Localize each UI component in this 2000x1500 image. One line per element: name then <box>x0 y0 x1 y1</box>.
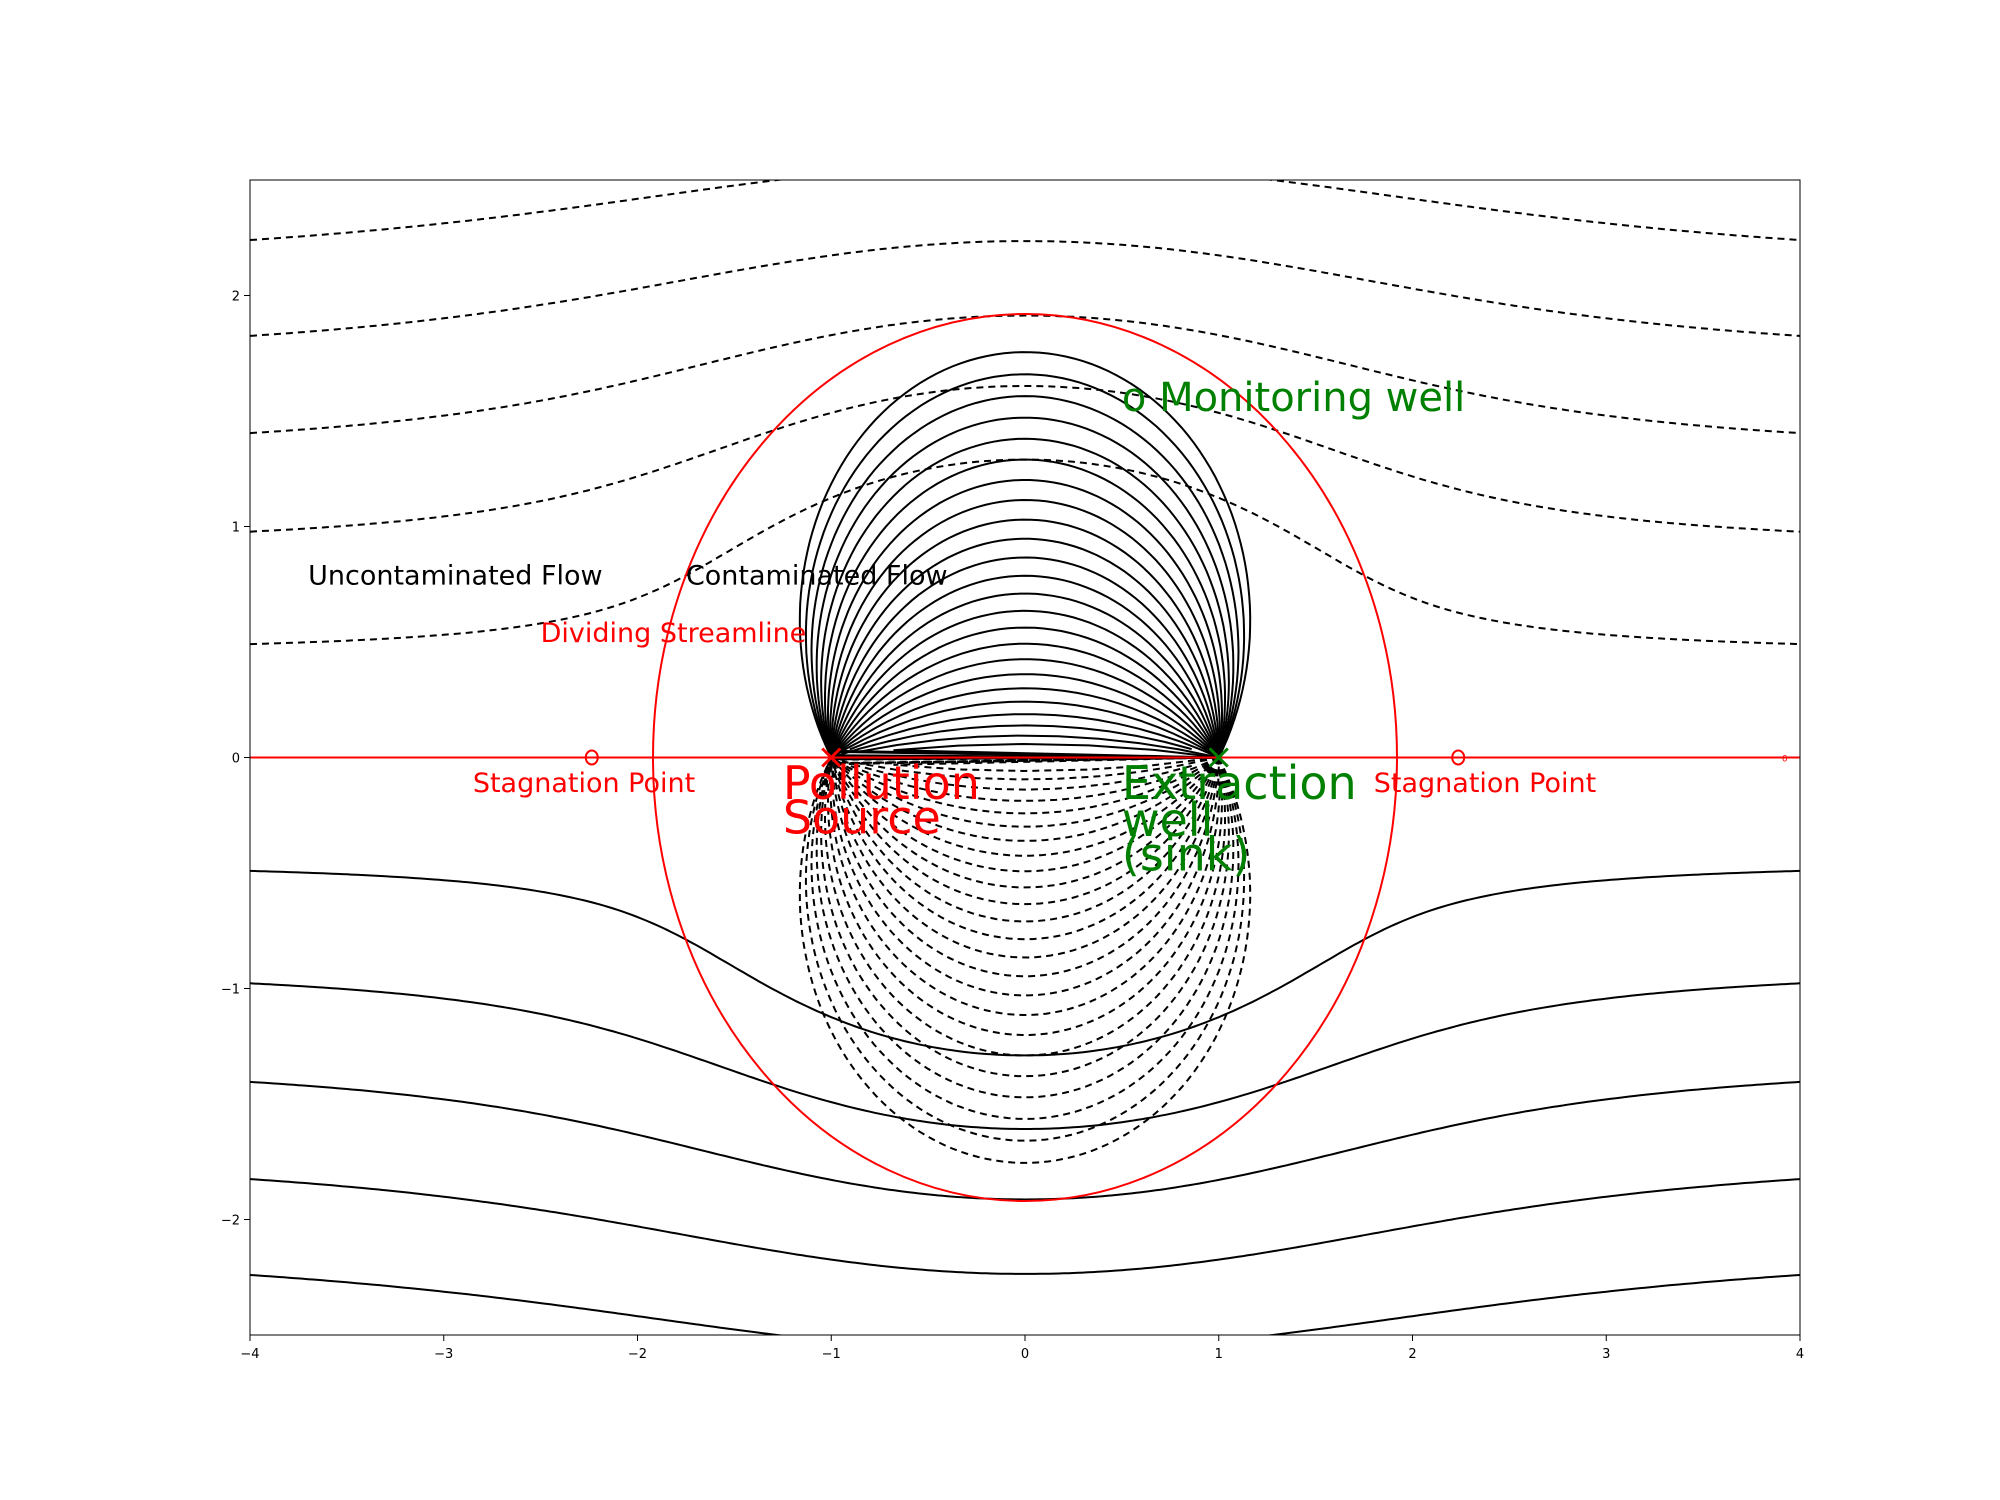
inner-streamline-23 <box>804 373 1246 759</box>
inner-streamline-18 <box>827 479 1223 758</box>
inner-potential-2 <box>857 756 1219 781</box>
inner-streamline-19 <box>824 458 1226 758</box>
x-tick-label-2: −2 <box>628 1347 647 1362</box>
streamlines <box>250 351 1800 1335</box>
inner-potential-22 <box>810 757 1240 1120</box>
streamline-7 <box>250 1178 1800 1275</box>
inner-potential-21 <box>815 757 1235 1099</box>
inner-potential-1 <box>893 756 1219 773</box>
inner-potential-18 <box>827 757 1223 1036</box>
inner-potential-12 <box>832 757 1220 923</box>
inner-streamline-16 <box>830 518 1220 753</box>
y-axis: −2 −1 0 1 2 <box>221 290 250 1229</box>
inner-streamline-3 <box>832 724 1219 759</box>
inner-potential-24 <box>798 756 1252 1164</box>
x-tick-label-1: −3 <box>434 1347 453 1362</box>
inner-streamline-15 <box>830 537 1220 758</box>
well-markers: 0 <box>584 747 1788 768</box>
inner-potential-17 <box>829 757 1221 1017</box>
inner-streamline-5 <box>833 700 1220 759</box>
inner-streamline-10 <box>830 626 1220 759</box>
annotation-extraction1: Extraction <box>1122 756 1357 810</box>
inner-potential-5 <box>833 756 1220 815</box>
dividing-streamline <box>250 312 1800 1203</box>
annotation-pollution2: Source <box>783 791 941 845</box>
inner-streamline-17 <box>829 498 1221 758</box>
streamline-5 <box>250 1080 1800 1201</box>
x-tick-label-0: −4 <box>240 1347 259 1362</box>
annotation-dividing: Dividing Streamline <box>541 618 807 649</box>
y-tick-label-4: 2 <box>232 290 240 305</box>
inner-potential-7 <box>833 759 1211 842</box>
inner-potential-23 <box>804 756 1246 1142</box>
stagnation-point-marker-1 <box>1451 749 1466 766</box>
potential-lines <box>250 180 1800 1164</box>
inner-streamline-21 <box>815 416 1235 758</box>
streamline-3 <box>250 982 1800 1130</box>
annotation-contaminated: Contaminated Flow <box>686 560 948 591</box>
x-tick-label-8: 4 <box>1796 1347 1804 1362</box>
annotation-pollution1: Pollution <box>783 756 980 810</box>
inner-streamline-12 <box>832 592 1220 758</box>
inner-streamline-24 <box>798 351 1252 759</box>
inner-streamline-22 <box>810 395 1240 758</box>
y-tick-label-3: 1 <box>232 521 240 536</box>
x-tick-label-7: 3 <box>1602 1347 1610 1362</box>
inner-streamline-7 <box>833 673 1211 756</box>
y-tick-label-2: 0 <box>232 752 240 767</box>
inner-streamline-20 <box>820 437 1230 758</box>
inner-potential-4 <box>849 756 1220 802</box>
inner-potential-13 <box>832 757 1220 941</box>
inner-streamline-2 <box>857 734 1219 759</box>
annotations: Uncontaminated Flow Contaminated Flow Divi… <box>308 375 1596 882</box>
y-tick-label-1: −1 <box>221 983 240 998</box>
inner-potential-3 <box>832 756 1219 791</box>
inner-potential-8 <box>837 765 1213 857</box>
inner-potential-9 <box>834 756 1220 873</box>
inner-streamline-8 <box>837 658 1213 750</box>
small-marker-label: 0 <box>1782 755 1788 765</box>
inner-streamline-9 <box>834 642 1220 759</box>
x-tick-label-4: 0 <box>1021 1347 1029 1362</box>
inner-streamline-11 <box>831 609 1220 759</box>
y-tick-label-0: −2 <box>221 1214 240 1229</box>
annotation-stag_right: Stagnation Point <box>1374 768 1596 799</box>
sink-marker <box>1208 747 1229 768</box>
annotation-monitoring: o Monitoring well <box>1122 375 1465 421</box>
inner-potential-6 <box>835 756 1220 828</box>
annotation-uncontaminated: Uncontaminated Flow <box>308 560 603 591</box>
streamline-9 <box>250 1274 1800 1335</box>
x-tick-label-3: −1 <box>822 1347 841 1362</box>
streamline-1 <box>250 869 1800 1057</box>
x-tick-label-6: 2 <box>1408 1347 1416 1362</box>
annotation-stag_left: Stagnation Point <box>473 768 695 799</box>
potential-line-4 <box>250 314 1800 435</box>
x-tick-label-5: 1 <box>1215 1347 1223 1362</box>
inner-streamline-6 <box>835 687 1220 759</box>
inner-streamline-1 <box>893 742 1219 759</box>
stagnation-point-marker-0 <box>584 749 599 766</box>
inner-streamline-14 <box>831 556 1220 758</box>
inner-potential-15 <box>830 757 1220 978</box>
annotation-extraction2: well <box>1122 793 1213 847</box>
potential-line-6 <box>250 240 1800 337</box>
potential-line-2 <box>250 385 1800 533</box>
source-marker <box>821 747 842 768</box>
potential-line-8 <box>250 180 1800 241</box>
annotation-extraction3: (sink) <box>1122 828 1250 882</box>
inner-streamline-13 <box>832 574 1220 758</box>
x-axis: −4 −3 −2 −1 0 1 2 3 4 <box>240 1335 1804 1362</box>
inner-potential-10 <box>830 756 1220 889</box>
inner-streamline-4 <box>849 713 1220 759</box>
inner-potential-14 <box>831 757 1220 959</box>
